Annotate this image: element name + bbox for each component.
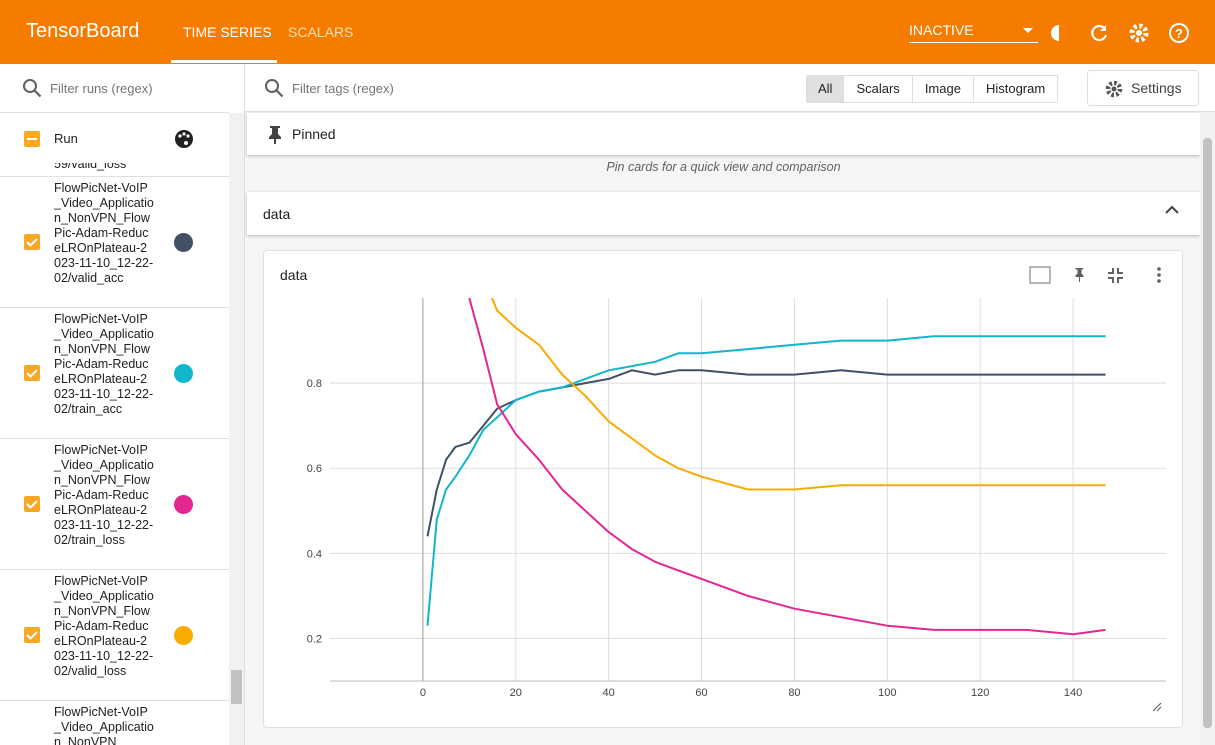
run-header: Run <box>54 131 78 146</box>
pinned-hint: Pin cards for a quick view and compariso… <box>606 160 841 174</box>
run-row-partial: 59/valid_loss <box>0 163 229 177</box>
filter-button[interactable]: Image <box>913 76 974 102</box>
help-icon[interactable]: ? <box>1166 20 1192 46</box>
type-filter: All Scalars Image Histogram <box>806 75 1059 103</box>
fit-icon[interactable] <box>1029 266 1051 284</box>
run-color[interactable] <box>174 626 193 645</box>
run-color[interactable] <box>174 364 193 383</box>
settings-label: Settings <box>1131 80 1182 96</box>
run-row: FlowPicNet-VoIP_Video_Application_NonVPN… <box>0 177 229 308</box>
run-row-partial: FlowPicNet-VoIP_Video_Application_NonVPN <box>0 701 229 745</box>
runs-filter[interactable]: Filter runs (regex) <box>50 81 153 96</box>
chart-card: data <box>263 250 1183 728</box>
filter-button[interactable]: All <box>807 76 845 102</box>
top-bar: TensorBoard TIME SERIES SCALARS INACTIVE… <box>0 0 1215 64</box>
divider <box>0 112 229 113</box>
run-list: FlowPicNet-VoIP_Video_Application_NonVPN… <box>0 177 229 745</box>
card-title: data <box>280 267 308 283</box>
run-label: FlowPicNet-VoIP_Video_Application_NonVPN <box>54 705 154 745</box>
run-checkbox[interactable] <box>24 496 40 512</box>
app-title: TensorBoard <box>26 20 140 42</box>
run-label: FlowPicNet-VoIP_Video_Application_NonVPN… <box>54 312 154 416</box>
run-selector[interactable]: INACTIVE <box>909 22 974 38</box>
pin-icon[interactable] <box>1075 268 1084 282</box>
more-icon[interactable] <box>1157 267 1161 283</box>
card-actions <box>1029 266 1161 284</box>
filter-button[interactable]: Histogram <box>985 81 1046 96</box>
run-checkbox[interactable] <box>24 234 40 250</box>
run-row: FlowPicNet-VoIP_Video_Application_NonVPN… <box>0 439 229 570</box>
run-label: 59/valid_loss <box>54 163 127 171</box>
gear-icon <box>1105 80 1123 98</box>
run-checkbox[interactable] <box>24 627 40 643</box>
tab[interactable]: TIME SERIES <box>183 24 272 40</box>
settings-button[interactable]: Settings <box>1087 70 1199 106</box>
tab-indicator <box>171 60 277 63</box>
run-color[interactable] <box>174 233 193 252</box>
run-row: FlowPicNet-VoIP_Video_Application_NonVPN… <box>0 308 229 439</box>
scrollbar[interactable] <box>229 113 244 745</box>
settings-icon[interactable] <box>1126 20 1152 46</box>
pin-icon <box>269 126 281 144</box>
pinned-header: Pinned <box>247 113 1200 155</box>
runs-panel: Filter runs (regex) Run 59/valid_loss Fl… <box>0 64 245 745</box>
svg-text:?: ? <box>1175 26 1183 41</box>
scrollbar[interactable] <box>1200 113 1215 745</box>
group-title: data <box>263 206 291 222</box>
dropdown-arrow[interactable] <box>1022 27 1034 35</box>
run-label: FlowPicNet-VoIP_Video_Application_NonVPN… <box>54 181 154 285</box>
reload-icon[interactable] <box>1086 20 1112 46</box>
run-row: FlowPicNet-VoIP_Video_Application_NonVPN… <box>0 570 229 701</box>
select-all-checkbox[interactable] <box>24 131 40 147</box>
filter-button[interactable]: Scalars <box>844 76 913 102</box>
run-color[interactable] <box>174 495 193 514</box>
toolbar: Filter tags (regex) All Scalars Image Histo… <box>245 64 1215 112</box>
tab[interactable]: SCALARS <box>288 24 354 40</box>
palette-icon[interactable] <box>173 128 195 150</box>
run-label: FlowPicNet-VoIP_Video_Application_NonVPN… <box>54 443 154 547</box>
run-label: FlowPicNet-VoIP_Video_Application_NonVPN… <box>54 574 154 678</box>
collapse-icon[interactable] <box>1165 205 1179 215</box>
search-icon <box>23 79 42 98</box>
selector-underline <box>909 42 1038 43</box>
search-icon <box>265 79 284 98</box>
group-header[interactable]: data <box>247 192 1200 235</box>
theme-icon[interactable] <box>1046 20 1072 46</box>
collapse-icon[interactable] <box>1108 268 1123 283</box>
tags-filter[interactable]: Filter tags (regex) <box>292 81 394 96</box>
pinned-title: Pinned <box>292 126 336 142</box>
run-checkbox[interactable] <box>24 365 40 381</box>
